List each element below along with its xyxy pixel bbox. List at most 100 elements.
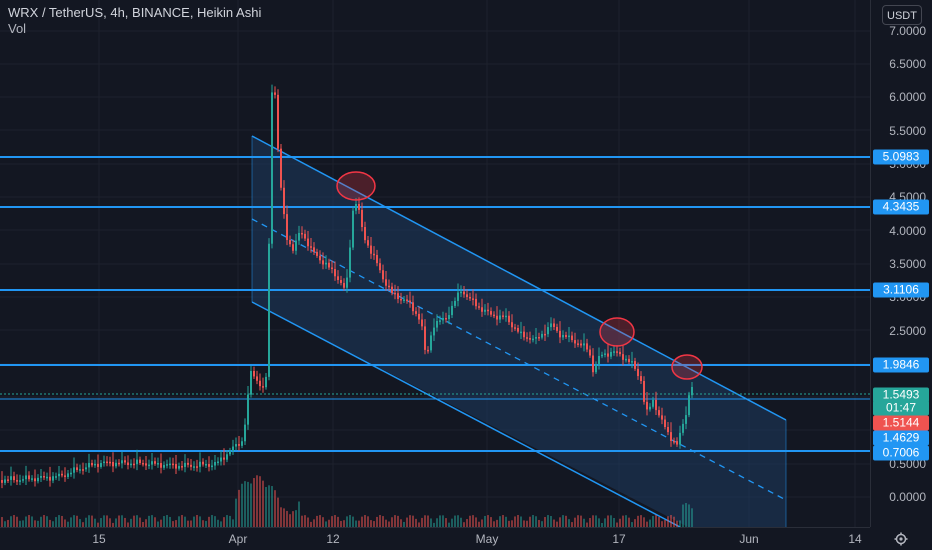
volume-bar (634, 519, 636, 527)
volume-bar (583, 518, 585, 527)
volume-bar (298, 501, 300, 527)
time-tick: May (475, 532, 499, 546)
volume-bar (220, 521, 222, 527)
volume-bar (580, 515, 582, 527)
volume-bar (190, 520, 192, 527)
candle-body (649, 406, 651, 410)
candle-body (481, 307, 483, 312)
volume-bar (262, 480, 264, 527)
symbol-title[interactable]: WRX / TetherUS, 4h, BINANCE, Heikin Ashi (8, 5, 262, 20)
volume-bar (337, 516, 339, 527)
currency-button[interactable]: USDT (882, 5, 922, 25)
price-tick: 0.0000 (889, 490, 926, 504)
volume-bar (376, 516, 378, 527)
candle-body (250, 371, 252, 395)
candle-body (298, 232, 300, 241)
time-axis[interactable]: 15 Apr 12 May 17 Jun 14 (0, 527, 870, 550)
channel-mid-line[interactable] (251, 218, 787, 501)
candle-body (124, 460, 126, 463)
candle-body (577, 343, 579, 345)
volume-bar (325, 521, 327, 527)
price-tick: 6.0000 (889, 90, 926, 105)
volume-bar (124, 517, 126, 527)
candle-body (277, 94, 279, 149)
volume-bar (568, 519, 570, 527)
candle-body (415, 311, 417, 314)
volume-bar (430, 518, 432, 527)
volume-bar (511, 520, 513, 527)
volume-bar (400, 519, 402, 527)
volume-bar (10, 516, 12, 527)
candle-body (403, 299, 405, 301)
volume-bar (499, 516, 501, 527)
volume-bar (442, 515, 444, 527)
candle-body (361, 209, 363, 228)
volume-bar (106, 515, 108, 527)
candle-body (565, 335, 567, 337)
candle-body (70, 472, 72, 475)
candle-body (352, 210, 354, 248)
volume-bar (64, 519, 66, 527)
candle-body (394, 292, 396, 295)
price-axis[interactable]: 7.00006.50006.00005.50005.00004.50004.00… (870, 0, 932, 527)
volume-bar (160, 519, 162, 527)
candle-body (625, 358, 627, 361)
candle-body (319, 255, 321, 261)
volume-bar (265, 486, 267, 527)
volume-bar (145, 519, 147, 527)
candle-body (316, 251, 318, 256)
candlesticks[interactable] (1, 84, 693, 489)
volume-bar (613, 518, 615, 527)
candle-body (118, 462, 120, 465)
candle-body (550, 323, 552, 328)
volume-bar (46, 516, 48, 527)
volume-bar (208, 516, 210, 527)
candle-body (388, 285, 390, 288)
candle-body (82, 469, 84, 471)
candle-body (556, 326, 558, 331)
candle-body (406, 299, 408, 301)
price-chart[interactable] (0, 0, 870, 527)
volume-bar (670, 515, 672, 527)
volume-bar (679, 520, 681, 527)
volume-bar (352, 516, 354, 527)
volume-bar (406, 517, 408, 527)
volume-bar (514, 516, 516, 527)
annotation-circle-2[interactable] (599, 317, 635, 347)
candle-body (604, 353, 606, 355)
candle-body (4, 479, 6, 483)
volume-bar (349, 515, 351, 527)
volume-label[interactable]: Vol (8, 21, 27, 36)
volume-bar (544, 517, 546, 527)
volume-bar (43, 515, 45, 527)
candle-body (661, 415, 663, 420)
chart-area[interactable]: WRX / TetherUS, 4h, BINANCE, Heikin Ashi… (0, 0, 870, 527)
volume-bar (424, 515, 426, 527)
annotation-circle-3[interactable] (671, 354, 703, 380)
candle-body (241, 441, 243, 446)
volume-bar (94, 518, 96, 527)
volume-bar (505, 516, 507, 527)
annotation-circle-1[interactable] (336, 171, 376, 201)
candle-body (148, 464, 150, 467)
channel-lower-line[interactable] (251, 301, 681, 527)
candle-body (607, 353, 609, 357)
candle-body (292, 244, 294, 251)
candle-body (232, 446, 234, 451)
candle-body (97, 463, 99, 467)
chart-settings-button[interactable] (870, 527, 932, 550)
candle-body (37, 477, 39, 482)
horizontal-levels[interactable] (0, 156, 870, 452)
candle-body (487, 309, 489, 312)
volume-bar (133, 515, 135, 527)
volume-bar (109, 518, 111, 527)
channel-upper-line[interactable] (251, 135, 787, 421)
candle-body (238, 444, 240, 446)
candle-body (271, 92, 273, 244)
candle-body (559, 330, 561, 338)
volume-bar (460, 517, 462, 527)
volume-bar (238, 489, 240, 527)
candle-body (667, 427, 669, 433)
volume-bar (283, 508, 285, 527)
volume-bar (103, 515, 105, 527)
